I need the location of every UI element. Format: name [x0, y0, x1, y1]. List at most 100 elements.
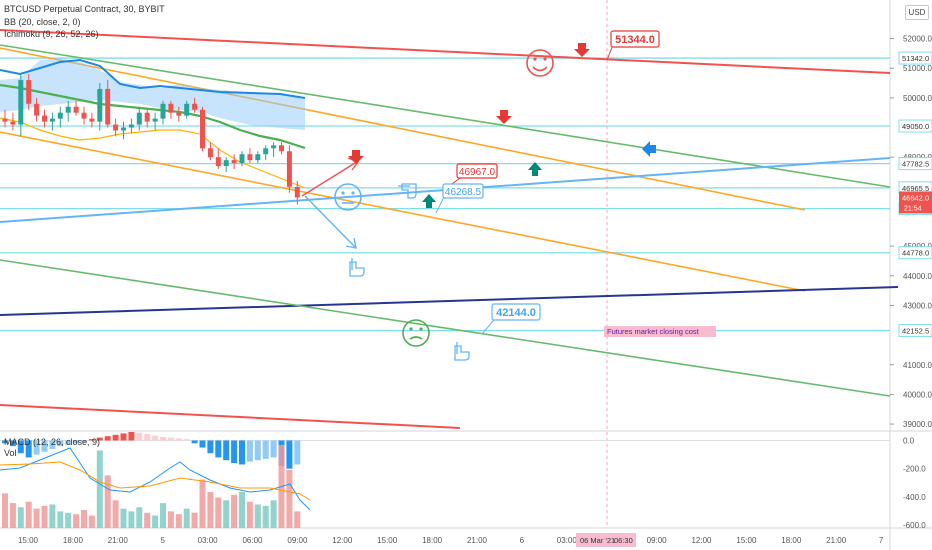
- time-tick-label: 6: [520, 536, 525, 545]
- price-marker-box: [898, 157, 932, 171]
- callout-46268[interactable]: 46268.5: [435, 183, 484, 214]
- callout-42144[interactable]: 42144.0: [481, 303, 541, 335]
- candle-body[interactable]: [144, 112, 150, 122]
- candle-body[interactable]: [136, 112, 142, 125]
- candle-body[interactable]: [223, 160, 229, 167]
- down-arrow-icon[interactable]: [348, 150, 364, 164]
- candle-body[interactable]: [255, 154, 261, 161]
- candle-body[interactable]: [81, 112, 87, 119]
- left-arrow-icon[interactable]: [642, 141, 656, 157]
- volume-bar: [231, 494, 238, 528]
- legend-title[interactable]: BTCUSD Perpetual Contract, 30, BYBIT: [4, 4, 165, 14]
- candle-body[interactable]: [286, 151, 292, 187]
- price-tick-label: 41000.0: [903, 361, 932, 370]
- price-tick-label: 43000.0: [903, 301, 932, 310]
- candle-body[interactable]: [49, 118, 55, 122]
- price-marker-label: 46965.5: [902, 184, 929, 193]
- trendline-green-upper[interactable]: [0, 44, 891, 188]
- trendline-red-lower[interactable]: [0, 404, 461, 429]
- candle-body[interactable]: [247, 154, 253, 161]
- volume-bar: [41, 505, 48, 528]
- candle-body[interactable]: [26, 80, 32, 104]
- macd-hist-bar: [152, 435, 159, 441]
- pointing-hand-icon[interactable]: [349, 258, 365, 277]
- candle-body[interactable]: [113, 124, 119, 131]
- arrowhead-down-icon: [345, 237, 357, 249]
- volume-bar: [120, 508, 127, 528]
- candle-body[interactable]: [168, 103, 174, 113]
- candle-body[interactable]: [128, 124, 134, 128]
- macd-hist-bar: [104, 436, 111, 441]
- time-tick-label: 09:00: [647, 536, 668, 545]
- candle-body[interactable]: [97, 88, 103, 122]
- legend-bb[interactable]: BB (20, close, 2, 0): [4, 17, 81, 27]
- candle-body[interactable]: [105, 88, 111, 125]
- trendline-red-upper[interactable]: [0, 29, 891, 74]
- projection-arrow-up[interactable]: [301, 162, 356, 197]
- projection-arrow-down[interactable]: [304, 195, 357, 249]
- volume-bar: [160, 503, 166, 528]
- volume-bar: [270, 500, 277, 528]
- smile-icon[interactable]: [526, 49, 554, 77]
- pointing-hand-icon[interactable]: [398, 183, 417, 199]
- candle-body[interactable]: [279, 145, 284, 152]
- candle-body[interactable]: [152, 118, 158, 122]
- price-axis[interactable]: 52000.051000.050000.048000.045000.044000…: [890, 35, 932, 430]
- neutral-face-icon[interactable]: [334, 183, 362, 211]
- candle-body[interactable]: [2, 118, 8, 122]
- candle-body[interactable]: [65, 106, 71, 113]
- candle-body[interactable]: [215, 157, 221, 167]
- price-marker: 49050.0: [898, 119, 932, 133]
- time-tick-label: 21:00: [108, 536, 129, 545]
- macd-hist-bar: [246, 440, 253, 462]
- candle-body[interactable]: [121, 127, 126, 131]
- down-arrow-icon[interactable]: [574, 43, 590, 57]
- up-arrow-icon[interactable]: [528, 162, 542, 176]
- volume-bar: [175, 514, 182, 528]
- candle-body[interactable]: [176, 112, 182, 116]
- trendline-green-lower[interactable]: [0, 259, 891, 397]
- candle-body[interactable]: [160, 103, 166, 119]
- candle-body[interactable]: [200, 109, 205, 149]
- callout-51344[interactable]: 51344.0: [606, 30, 660, 61]
- macd-pane[interactable]: [0, 432, 890, 528]
- legend-ichimoku[interactable]: Ichimoku (9, 26, 52, 26): [4, 29, 99, 39]
- currency-button[interactable]: USD: [905, 5, 929, 20]
- candle-body[interactable]: [231, 160, 237, 164]
- up-arrow-icon[interactable]: [422, 194, 436, 208]
- candle-body[interactable]: [184, 103, 190, 116]
- trendline-navy[interactable]: [0, 286, 899, 316]
- volume-bar: [144, 512, 151, 528]
- candle-body[interactable]: [73, 106, 79, 113]
- note-futures-closing[interactable]: Futures market closing cost: [604, 326, 716, 337]
- volume-bar: [191, 512, 198, 528]
- candle-body[interactable]: [42, 115, 47, 122]
- trendline-orange-lower[interactable]: [0, 131, 806, 292]
- candle-body[interactable]: [57, 112, 63, 119]
- pointing-hand-icon[interactable]: [454, 342, 470, 361]
- candle-body[interactable]: [18, 80, 24, 125]
- trendline-orange-upper[interactable]: [0, 47, 806, 211]
- crosshair-label-box: [576, 533, 636, 547]
- candle-body[interactable]: [34, 103, 40, 116]
- candle-body[interactable]: [294, 186, 300, 198]
- candle-body[interactable]: [263, 148, 269, 155]
- candlestick-series[interactable]: [2, 74, 300, 205]
- candle-body[interactable]: [271, 145, 277, 149]
- volume-bar: [246, 501, 253, 528]
- callout-46967[interactable]: 46967.0: [451, 163, 498, 185]
- candle-body[interactable]: [239, 154, 245, 164]
- smirk-face-icon[interactable]: [402, 319, 430, 347]
- ichimoku-line-orange: [0, 117, 306, 189]
- candle-body[interactable]: [192, 103, 198, 110]
- legend-macd[interactable]: MACD (12, 26, close, 9): [4, 437, 101, 447]
- candle-body[interactable]: [207, 148, 213, 158]
- down-arrow-icon[interactable]: [496, 110, 512, 124]
- time-axis[interactable]: 15:00 18:00 21:00 5 03:00 06:00 09:00 12:00 15:0…: [18, 533, 884, 547]
- candle-body[interactable]: [89, 118, 95, 122]
- candle-body[interactable]: [10, 121, 16, 125]
- price-pane[interactable]: [0, 0, 890, 430]
- macd-hist-bar: [144, 434, 151, 441]
- legend-vol[interactable]: Vol: [4, 448, 17, 458]
